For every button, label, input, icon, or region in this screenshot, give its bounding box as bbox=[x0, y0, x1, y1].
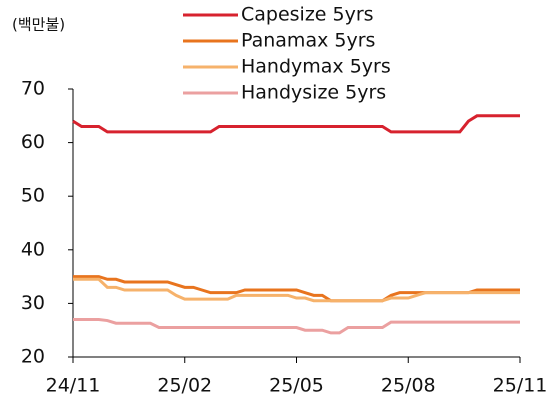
legend-label: Panamax 5yrs bbox=[241, 30, 375, 52]
x-tick-label: 25/08 bbox=[381, 375, 436, 397]
series-line bbox=[73, 317, 520, 335]
series-line bbox=[73, 277, 520, 303]
series-line bbox=[72, 114, 520, 134]
x-tick-label: 24/11 bbox=[46, 375, 101, 397]
legend-label: Handysize 5yrs bbox=[241, 82, 386, 104]
x-tick-label: 25/02 bbox=[157, 375, 212, 397]
legend-label: Capesize 5yrs bbox=[241, 4, 374, 26]
legend-label: Handymax 5yrs bbox=[241, 56, 391, 78]
y-tick-label: 60 bbox=[21, 131, 45, 153]
y-tick-label: 70 bbox=[21, 78, 45, 100]
y-tick-label: 50 bbox=[21, 185, 45, 207]
y-tick-label: 40 bbox=[21, 238, 45, 260]
x-tick-label: 25/11 bbox=[493, 375, 548, 397]
x-tick-label: 25/05 bbox=[269, 375, 324, 397]
y-axis-label: (백만불) bbox=[12, 16, 65, 34]
y-tick-label: 30 bbox=[21, 292, 45, 314]
y-tick-label: 20 bbox=[21, 346, 45, 368]
